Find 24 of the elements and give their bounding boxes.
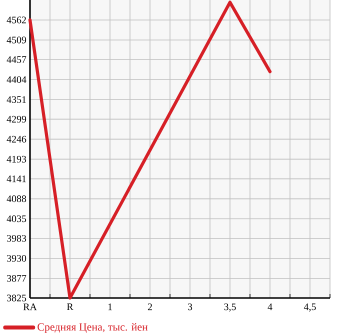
x-tick-label: 1 bbox=[108, 304, 112, 310]
y-tick-label: 4404 bbox=[6, 76, 26, 83]
y-tick-label: 4457 bbox=[6, 56, 26, 63]
y-tick-label: 4351 bbox=[6, 96, 26, 103]
x-tick-label: 3 bbox=[188, 304, 192, 310]
y-tick-label: 4562 bbox=[6, 16, 26, 24]
x-tick-label: R bbox=[66, 304, 74, 310]
y-tick-label: 4246 bbox=[6, 136, 26, 143]
y-tick-label: 4299 bbox=[6, 116, 26, 123]
y-tick-label: 4088 bbox=[6, 195, 26, 202]
y-tick-label: 3877 bbox=[7, 275, 26, 282]
y-tick-label: 3930 bbox=[7, 255, 26, 262]
x-tick-label: 4,5 bbox=[304, 304, 316, 312]
x-tick-label: 2 bbox=[148, 304, 152, 310]
x-tick-label: RA bbox=[23, 304, 37, 310]
y-tick-label: 4141 bbox=[6, 176, 26, 182]
x-tick-label: 4 bbox=[268, 304, 272, 310]
y-tick-label: 4193 bbox=[6, 156, 26, 163]
y-tick-label: 4509 bbox=[6, 36, 26, 44]
y-tick-label: 3825 bbox=[7, 294, 26, 302]
legend-label: Средняя Цена, тыс. йен bbox=[38, 323, 148, 333]
x-tick-label: 3,5 bbox=[224, 304, 236, 312]
y-tick-label: 4035 bbox=[6, 215, 26, 222]
y-tick-label: 3983 bbox=[7, 235, 26, 242]
